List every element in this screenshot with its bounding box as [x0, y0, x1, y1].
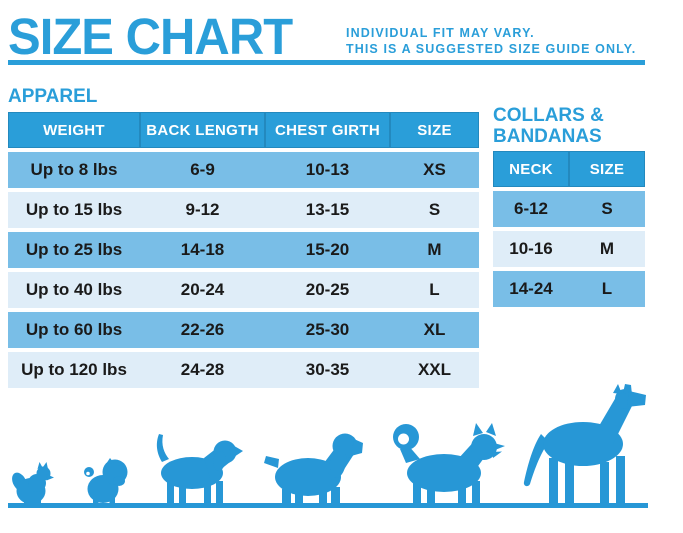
pug-icon: [84, 458, 128, 505]
chest-girth-cell: 25-30: [265, 312, 390, 348]
neck-cell: 10-16: [493, 231, 569, 267]
weight-cell: Up to 25 lbs: [8, 232, 140, 268]
size-cell: L: [390, 272, 479, 308]
back-length-cell: 14-18: [140, 232, 265, 268]
apparel-section-heading: APPAREL: [8, 86, 98, 107]
collars-row-l: 14-24 L: [493, 271, 645, 307]
chest-girth-cell: 13-15: [265, 192, 390, 228]
weight-cell: Up to 120 lbs: [8, 352, 140, 388]
cocker-spaniel-icon: [264, 433, 363, 506]
collars-size-table: NECK SIZE 6-12 S 10-16 M 14-24 L: [493, 147, 645, 311]
weight-cell: Up to 60 lbs: [8, 312, 140, 348]
collars-row-s: 6-12 S: [493, 191, 645, 227]
chest-girth-cell: 10-13: [265, 152, 390, 188]
neck-cell: 14-24: [493, 271, 569, 307]
great-dane-icon: [523, 384, 646, 505]
back-length-cell: 6-9: [140, 152, 265, 188]
tagline-line-2: THIS IS A SUGGESTED SIZE GUIDE ONLY.: [346, 42, 637, 56]
collars-row-m: 10-16 M: [493, 231, 645, 267]
size-cell: L: [569, 271, 645, 307]
chest-girth-cell: 30-35: [265, 352, 390, 388]
weight-cell: Up to 15 lbs: [8, 192, 140, 228]
apparel-row-xs: Up to 8 lbs 6-9 10-13 XS: [8, 152, 479, 188]
chest-girth-cell: 20-25: [265, 272, 390, 308]
collars-heading-line-1: COLLARS &: [493, 105, 604, 126]
collars-header-row: NECK SIZE: [493, 151, 645, 187]
weight-cell: Up to 40 lbs: [8, 272, 140, 308]
ground-line: [8, 503, 648, 508]
size-cell: XXL: [390, 352, 479, 388]
back-length-cell: 22-26: [140, 312, 265, 348]
apparel-col-chest-girth: CHEST GIRTH: [265, 112, 390, 148]
page-title: SIZE CHART: [8, 8, 293, 65]
back-length-cell: 24-28: [140, 352, 265, 388]
apparel-col-back-length: BACK LENGTH: [140, 112, 265, 148]
size-cell: XL: [390, 312, 479, 348]
pomeranian-icon: [12, 462, 54, 505]
neck-cell: 6-12: [493, 191, 569, 227]
size-cell: S: [390, 192, 479, 228]
apparel-row-m: Up to 25 lbs 14-18 15-20 M: [8, 232, 479, 268]
apparel-col-size: SIZE: [390, 112, 479, 148]
apparel-size-table: WEIGHT BACK LENGTH CHEST GIRTH SIZE Up t…: [8, 108, 479, 392]
tagline-line-1: INDIVIDUAL FIT MAY VARY.: [346, 26, 535, 40]
collars-col-neck: NECK: [493, 151, 569, 187]
weight-cell: Up to 8 lbs: [8, 152, 140, 188]
beagle-icon: [156, 434, 243, 505]
apparel-header-row: WEIGHT BACK LENGTH CHEST GIRTH SIZE: [8, 112, 479, 148]
husky-icon: [393, 423, 505, 505]
apparel-row-l: Up to 40 lbs 20-24 20-25 L: [8, 272, 479, 308]
collars-heading-line-2: BANDANAS: [493, 126, 602, 147]
apparel-row-xxl: Up to 120 lbs 24-28 30-35 XXL: [8, 352, 479, 388]
size-cell: M: [390, 232, 479, 268]
size-cell: S: [569, 191, 645, 227]
collars-col-size: SIZE: [569, 151, 645, 187]
collars-section-heading: COLLARS & BANDANAS: [493, 105, 604, 147]
tagline: INDIVIDUAL FIT MAY VARY. THIS IS A SUGGE…: [346, 25, 636, 57]
back-length-cell: 20-24: [140, 272, 265, 308]
apparel-col-weight: WEIGHT: [8, 112, 140, 148]
chest-girth-cell: 15-20: [265, 232, 390, 268]
back-length-cell: 9-12: [140, 192, 265, 228]
title-underline: [8, 60, 645, 65]
size-cell: M: [569, 231, 645, 267]
apparel-row-s: Up to 15 lbs 9-12 13-15 S: [8, 192, 479, 228]
size-cell: XS: [390, 152, 479, 188]
apparel-row-xl: Up to 60 lbs 22-26 25-30 XL: [8, 312, 479, 348]
